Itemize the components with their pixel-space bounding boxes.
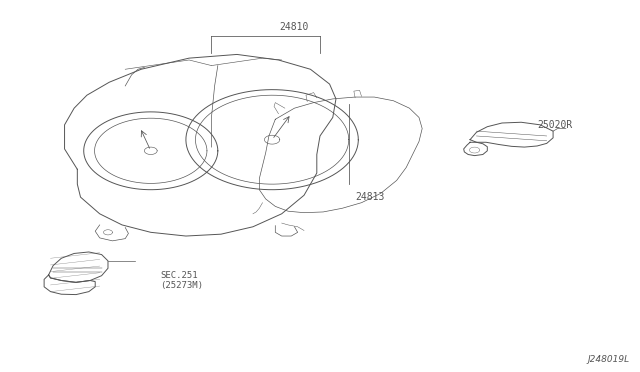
Text: 24810: 24810 bbox=[280, 22, 309, 32]
Text: 24813: 24813 bbox=[355, 192, 385, 202]
Text: SEC.251
(25273M): SEC.251 (25273M) bbox=[161, 271, 204, 290]
Text: 25020R: 25020R bbox=[537, 120, 572, 130]
Text: J248019L: J248019L bbox=[588, 355, 630, 364]
